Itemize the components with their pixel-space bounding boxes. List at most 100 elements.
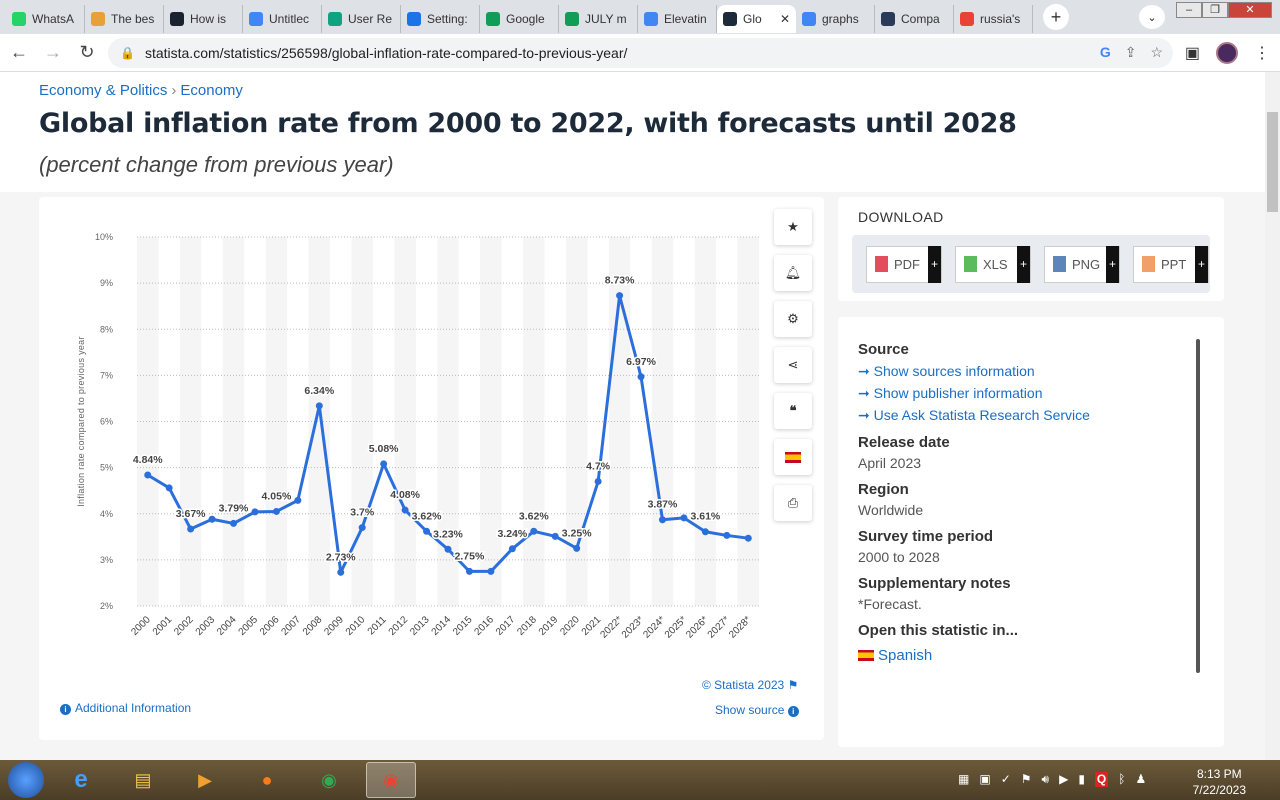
google-icon[interactable]: G — [1099, 44, 1111, 60]
firefox-icon[interactable]: ● — [261, 769, 273, 790]
settings-gear-icon[interactable]: ⚙ — [774, 301, 812, 337]
download-xls-button[interactable]: XLS + — [955, 245, 1031, 283]
download-pdf-button[interactable]: PDF + — [866, 245, 942, 283]
scroll-thumb[interactable] — [1267, 112, 1278, 212]
data-point — [230, 519, 238, 527]
bell-icon[interactable]: 🔔︎ — [774, 255, 812, 291]
bookmark-star-icon[interactable]: ☆ — [1150, 44, 1163, 60]
ie-icon[interactable]: e — [74, 766, 88, 793]
menu-icon[interactable]: ⋮ — [1254, 45, 1270, 62]
data-point — [208, 515, 216, 523]
tab-12[interactable]: russia's — [954, 5, 1033, 33]
favorite-star-icon[interactable]: ★ — [774, 209, 812, 245]
tab-5[interactable]: Setting: — [401, 5, 480, 33]
user-icon[interactable]: ♟ — [1135, 772, 1147, 786]
tab-11[interactable]: Compa — [875, 5, 954, 33]
page-header: Economy & Politics › Economy Global inflat… — [0, 72, 1265, 192]
system-tray: ▦ ▣ ✓ ⚑ 🔊︎ ▶ ▮ Q ᛒ ♟ — [958, 772, 1146, 787]
close-icon[interactable]: ✕ — [1228, 2, 1272, 18]
back-icon[interactable]: ← — [10, 42, 28, 62]
tab-10[interactable]: graphs — [796, 5, 875, 33]
x-tick-label: 2010 — [344, 614, 368, 638]
info-scrollbar[interactable] — [1196, 339, 1200, 673]
minimize-icon[interactable]: – — [1176, 2, 1202, 18]
research-service-link[interactable]: ➞ Use Ask Statista Research Service — [858, 407, 1090, 423]
clock[interactable]: 8:13 PM 7/22/2023 — [1193, 766, 1246, 798]
data-label: 2.75% — [455, 550, 485, 562]
data-point — [465, 567, 473, 575]
breadcrumb-economy-politics[interactable]: Economy & Politics — [39, 82, 168, 99]
tab-close-icon[interactable]: ✕ — [779, 12, 790, 26]
tab-4[interactable]: User Re — [322, 5, 401, 33]
xls-file-icon — [964, 256, 977, 272]
plus-icon: + — [1106, 245, 1119, 283]
data-point — [616, 292, 624, 300]
share-icon[interactable]: ⋖ — [774, 347, 812, 383]
additional-info-link[interactable]: i Additional Information — [60, 701, 191, 715]
forward-icon[interactable]: → — [44, 42, 62, 62]
page-scrollbar[interactable] — [1265, 72, 1280, 760]
tab-8[interactable]: Elevatin — [638, 5, 717, 33]
flag-icon[interactable]: ⚑ — [1020, 772, 1032, 786]
data-point — [701, 528, 709, 536]
download-ppt-button[interactable]: PPT + — [1133, 245, 1209, 283]
address-bar[interactable]: 🔒 statista.com/statistics/256598/global-… — [108, 38, 1173, 68]
y-axis-label: Inflation rate compared to previous year — [76, 336, 86, 507]
tab-favicon-icon — [170, 12, 184, 26]
data-point — [658, 516, 666, 524]
download-title: DOWNLOAD — [858, 209, 944, 225]
column-band — [694, 237, 717, 606]
tab-favicon-icon — [960, 12, 974, 26]
tab-7[interactable]: JULY m — [559, 5, 638, 33]
spanish-flag-icon[interactable] — [774, 439, 812, 475]
explorer-icon[interactable]: ▤ — [134, 769, 152, 790]
volume-icon[interactable]: 🔊︎ — [1041, 772, 1050, 786]
ppt-file-icon — [1142, 256, 1155, 272]
sources-info-link[interactable]: ➞ Show sources information — [858, 363, 1035, 379]
print-icon[interactable]: ⎙ — [774, 485, 812, 521]
tab-favicon-icon — [723, 12, 737, 26]
network-icon[interactable]: ▦ — [958, 772, 970, 786]
tab-3[interactable]: Untitlec — [243, 5, 322, 33]
x-tick-label: 2001 — [151, 614, 175, 638]
start-button[interactable] — [8, 762, 44, 798]
cite-quote-icon[interactable]: ❝ — [774, 393, 812, 429]
x-tick-label: 2022* — [598, 614, 624, 640]
bluetooth-icon[interactable]: ᛒ — [1118, 772, 1126, 786]
new-tab-button[interactable]: + — [1043, 4, 1069, 30]
tab-0[interactable]: WhatsA — [6, 5, 85, 33]
signal-icon[interactable]: ▮ — [1078, 772, 1085, 786]
copyright[interactable]: © Statista 2023 ⚑ — [702, 678, 798, 692]
x-tick-label: 2026* — [684, 614, 710, 640]
breadcrumb-economy[interactable]: Economy — [180, 82, 243, 99]
maximize-icon[interactable]: ❐ — [1202, 2, 1228, 18]
check-icon[interactable]: ✓ — [1000, 772, 1011, 786]
sidebar-icon[interactable]: ▣ — [1184, 45, 1200, 62]
avatar[interactable] — [1216, 42, 1238, 64]
share-icon[interactable]: ⇪ — [1124, 44, 1137, 60]
tab-search-button[interactable]: ⌄ — [1139, 5, 1165, 29]
reload-icon[interactable]: ↻ — [79, 42, 95, 62]
data-label: 4.08% — [390, 489, 420, 501]
chrome-icon[interactable]: ◉ — [321, 769, 337, 790]
tab-1[interactable]: The bes — [85, 5, 164, 33]
tab-6[interactable]: Google — [480, 5, 559, 33]
tab-9[interactable]: Glo ✕ — [717, 5, 796, 33]
chrome-active-icon[interactable]: ◉ — [366, 762, 416, 798]
data-label: 3.79% — [219, 502, 249, 514]
y-tick-label: 2% — [100, 601, 113, 611]
media-player-icon[interactable]: ▶ — [198, 769, 212, 790]
x-tick-label: 2017 — [494, 614, 518, 638]
video-icon[interactable]: ▶ — [1059, 772, 1069, 786]
download-png-button[interactable]: PNG + — [1044, 245, 1120, 283]
clipboard-icon[interactable]: ▣ — [979, 772, 991, 786]
tab-2[interactable]: How is — [164, 5, 243, 33]
publisher-info-link[interactable]: ➞ Show publisher information — [858, 385, 1043, 401]
y-tick-label: 9% — [100, 278, 113, 288]
q-icon[interactable]: Q — [1094, 772, 1109, 787]
data-point — [551, 532, 559, 540]
tab-favicon-icon — [802, 12, 816, 26]
show-source-link[interactable]: Show source i — [715, 703, 803, 717]
data-label: 3.7% — [350, 507, 375, 519]
open-spanish-link[interactable]: Spanish — [858, 647, 1090, 664]
